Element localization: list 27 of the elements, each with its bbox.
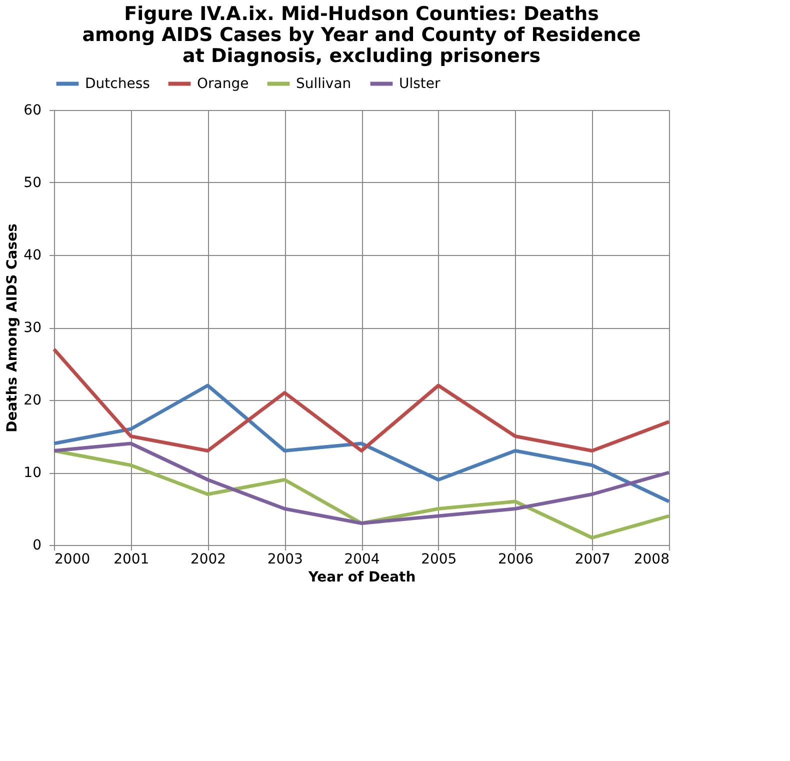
- legend-label: Ulster: [399, 76, 441, 92]
- y-tick-label: 50: [24, 175, 42, 191]
- x-tick-label: 2008: [634, 552, 670, 568]
- y-tick-label: 60: [24, 102, 42, 118]
- y-tick-label: 20: [24, 392, 42, 408]
- y-tick-label: 30: [24, 320, 42, 336]
- y-tick-label: 10: [24, 465, 42, 481]
- x-tick-label: 2000: [54, 552, 90, 568]
- line-series: [52, 442, 671, 525]
- x-axis-title: Year of Death: [307, 570, 416, 586]
- legend-label: Orange: [197, 76, 249, 92]
- legend-label: Dutchess: [85, 76, 150, 92]
- x-tick-label: 2003: [267, 552, 303, 568]
- chart-title: Figure IV.A.ix. Mid-Hudson Counties: Deaths among AIDS Cases by Year and County of Residence at Diagnosis, excluding prisoners: [82, 3, 641, 67]
- legend-label: Sullivan: [296, 76, 352, 92]
- x-tick-label: 2002: [190, 552, 226, 568]
- y-axis-title: Deaths Among AIDS Cases: [4, 224, 21, 432]
- x-tick-label: 2006: [498, 552, 534, 568]
- line-series: [52, 449, 671, 540]
- x-tick-label: 2001: [114, 552, 150, 568]
- y-tick-label: 40: [24, 248, 42, 264]
- x-tick-label: 2004: [344, 552, 380, 568]
- line-series: [52, 348, 671, 452]
- y-tick-label: 0: [32, 538, 42, 554]
- line-series: [52, 384, 671, 504]
- x-tick-label: 2007: [574, 552, 610, 568]
- x-tick-label: 2005: [421, 552, 457, 568]
